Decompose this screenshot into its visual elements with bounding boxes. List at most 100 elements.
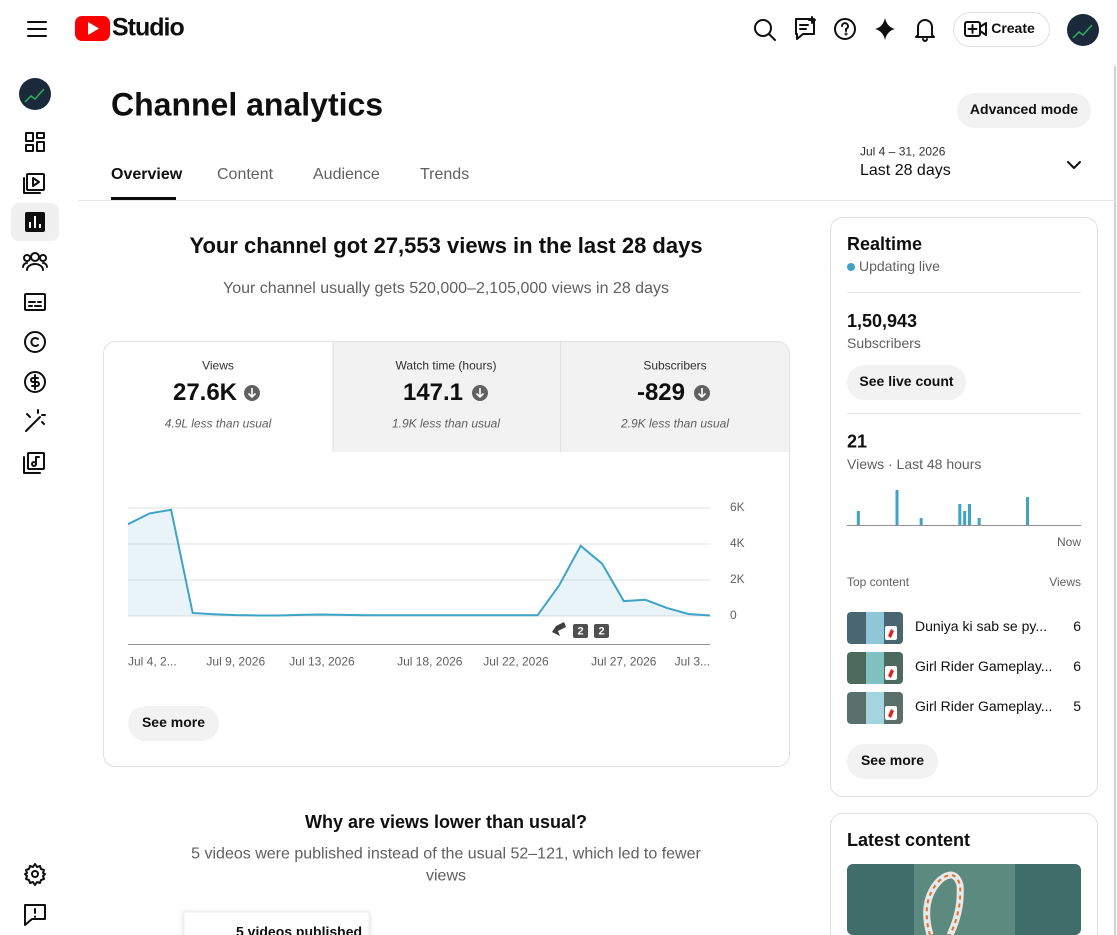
metric-note: 1.9K less than usual xyxy=(392,417,500,431)
icon-part xyxy=(888,629,894,638)
icon-part xyxy=(88,22,99,35)
icon-part xyxy=(875,18,895,40)
badge-bg xyxy=(573,624,588,638)
icon-part xyxy=(31,870,39,878)
see-live-count-label[interactable]: See live count xyxy=(859,373,953,389)
metric-label[interactable]: Views xyxy=(202,359,234,373)
comments-icon[interactable] xyxy=(795,16,816,40)
nav-feedback[interactable] xyxy=(24,904,46,926)
icon-part xyxy=(30,252,40,262)
thumbnail[interactable] xyxy=(847,612,903,644)
see-more-button[interactable] xyxy=(128,706,219,741)
x-tick-label: Jul 4, 2... xyxy=(128,655,177,669)
date-range[interactable]: Jul 4 – 31, 2026 xyxy=(860,145,946,159)
see-more-button[interactable] xyxy=(847,744,938,779)
latest-thumbnail[interactable] xyxy=(847,864,1081,935)
date-range-label[interactable]: Last 28 days xyxy=(860,162,951,179)
top-content-views: 6 xyxy=(1073,658,1081,674)
notifications-icon[interactable] xyxy=(915,19,935,42)
icon-part xyxy=(22,262,48,268)
channel-avatar[interactable] xyxy=(19,78,51,110)
advanced-mode-label[interactable]: Advanced mode xyxy=(970,101,1078,117)
y-tick-label: 2K xyxy=(730,572,745,586)
ai-icon[interactable] xyxy=(875,18,895,40)
icon-part xyxy=(26,173,45,191)
date-chevron[interactable] xyxy=(1067,161,1081,169)
tab[interactable]: Content xyxy=(217,166,274,183)
icon-part xyxy=(754,19,772,37)
menu-button[interactable] xyxy=(27,21,47,37)
help-icon[interactable] xyxy=(834,18,856,40)
realtime-title: Realtime xyxy=(847,234,922,254)
icon-part xyxy=(964,21,987,37)
nav-audio-library[interactable] xyxy=(23,452,45,474)
icon-part xyxy=(23,456,41,474)
thumbnail[interactable] xyxy=(847,652,903,684)
icon-part xyxy=(23,177,41,194)
nav-settings[interactable] xyxy=(24,863,46,886)
icon-part xyxy=(29,216,41,228)
create-button[interactable] xyxy=(953,12,1050,47)
nav-earn[interactable] xyxy=(24,371,46,393)
line xyxy=(127,508,711,617)
page-title: Channel analytics xyxy=(111,86,383,122)
metric-label[interactable]: Watch time (hours) xyxy=(396,359,497,373)
down-icon xyxy=(694,385,710,401)
metric-value[interactable]: -829 xyxy=(637,379,685,406)
realtime-status: Updating live xyxy=(859,258,940,274)
area xyxy=(128,509,710,616)
annotation-badge: 2 xyxy=(598,625,604,637)
tab[interactable]: Trends xyxy=(420,166,469,183)
icon-part xyxy=(475,388,485,399)
nav-copyright[interactable] xyxy=(24,331,46,353)
see-live-count-button[interactable] xyxy=(847,365,966,400)
see-more-label[interactable]: See more xyxy=(861,752,924,768)
bar xyxy=(895,490,899,525)
metric-label[interactable]: Subscribers xyxy=(643,359,706,373)
icon-part xyxy=(1067,14,1099,46)
tab[interactable]: Overview xyxy=(111,166,183,183)
icon-part xyxy=(26,263,44,271)
logo-text[interactable]: Studio xyxy=(112,14,185,42)
icon-part xyxy=(841,22,849,32)
metric-value[interactable]: 147.1 xyxy=(403,379,463,406)
x-tick-label: Jul 3... xyxy=(675,655,710,669)
subscriber-label: Subscribers xyxy=(847,335,921,351)
icon-part xyxy=(888,709,894,718)
nav-subtitles[interactable] xyxy=(24,293,46,311)
top-content-title[interactable]: Duniya ki sab se py... xyxy=(915,618,1047,634)
down-icon xyxy=(472,385,488,401)
nav-customization[interactable] xyxy=(25,409,46,432)
nav-community[interactable] xyxy=(22,252,48,271)
icon-part xyxy=(834,18,856,40)
logo[interactable] xyxy=(75,16,110,41)
icon-part xyxy=(964,21,981,37)
advanced-mode-button[interactable] xyxy=(957,93,1091,128)
x-tick-label: Now xyxy=(1057,535,1081,549)
summary-subtext: Your channel usually gets 520,000–2,105,… xyxy=(223,280,669,297)
nav-dashboard[interactable] xyxy=(25,132,45,152)
icon-part xyxy=(25,132,34,142)
metric-value[interactable]: 27.6K xyxy=(173,379,238,406)
top-content-title[interactable]: Girl Rider Gameplay... xyxy=(915,698,1052,714)
create-label[interactable]: Create xyxy=(991,20,1035,36)
account-avatar[interactable] xyxy=(1067,14,1099,46)
search-icon[interactable] xyxy=(754,19,776,41)
icon-part xyxy=(35,456,40,465)
live-dot xyxy=(847,263,855,271)
badge-bg xyxy=(594,624,609,638)
icon-part xyxy=(23,254,31,262)
x-tick-label: Jul 27, 2026 xyxy=(591,655,657,669)
icon-part xyxy=(888,669,894,678)
top-content-title[interactable]: Girl Rider Gameplay... xyxy=(915,658,1052,674)
nav-content[interactable] xyxy=(23,173,45,194)
y-tick-label: 0 xyxy=(730,608,737,622)
see-more-label[interactable]: See more xyxy=(142,714,205,730)
tab[interactable]: Audience xyxy=(313,166,380,183)
nav-analytics[interactable] xyxy=(25,212,45,232)
icon-part xyxy=(24,293,46,311)
icon-part xyxy=(39,254,47,262)
icon-part xyxy=(28,301,42,307)
thumbnail[interactable] xyxy=(847,692,903,724)
